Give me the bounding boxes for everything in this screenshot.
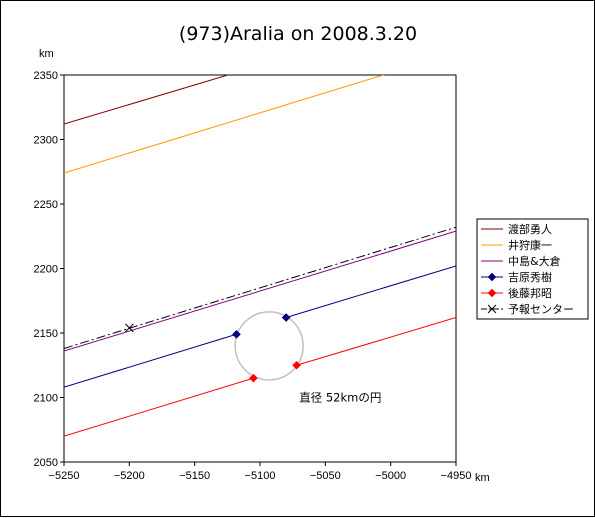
legend-label-2: 中島&大倉	[508, 254, 561, 268]
series-5-marker-0-stroke-b	[124, 323, 134, 333]
x-unit-label: km	[475, 472, 490, 484]
x-tick-label-5: −5000	[375, 470, 406, 482]
legend-label-5: 予報センター	[508, 303, 574, 316]
x-tick-label-2: −5150	[179, 470, 210, 482]
y-tick-label-3: 2200	[34, 264, 58, 276]
legend-label-1: 井狩康一	[508, 238, 552, 252]
y-tick-label-1: 2100	[34, 393, 58, 405]
series-4-marker-0	[249, 373, 258, 383]
series-3-line-0	[64, 333, 237, 388]
legend-marker-5	[487, 304, 497, 314]
y-tick-label-4: 2250	[34, 199, 58, 211]
legend-label-3: 吉原秀樹	[508, 271, 552, 284]
series-5-marker-0	[124, 323, 134, 333]
x-tick-label-4: −5050	[310, 470, 341, 482]
series-3-marker-0	[232, 329, 241, 339]
plot-area	[63, 74, 457, 463]
series-0-line-0	[64, 75, 230, 125]
chart-title: (973)Aralia on 2008.3.20	[179, 23, 417, 45]
series-3-marker-1	[281, 313, 291, 322]
x-tick-label-1: −5200	[114, 470, 145, 482]
chart-marks: 直径 52kmの円	[64, 75, 456, 437]
series-3-line-1	[285, 265, 456, 318]
x-tick-label-0: −5250	[49, 470, 80, 482]
x-tick-label-6: −4950	[441, 470, 472, 482]
series-4-line-0	[64, 377, 254, 437]
legend-box	[476, 218, 589, 320]
circle-annotation: 直径 52kmの円	[299, 391, 381, 405]
series-4-marker-1	[292, 360, 301, 370]
legend-marker-5-stroke-b	[487, 304, 497, 314]
y-tick-label-2: 2150	[34, 328, 58, 340]
diameter-circle	[234, 311, 304, 381]
y-unit-label: km	[39, 48, 54, 60]
legend-label-0: 渡部勇人	[508, 222, 552, 236]
y-tick-label-6: 2350	[34, 70, 58, 82]
axes: −5250 −5200 −5150 −5100 −5050 −5000 −4950 2050 2…	[34, 70, 472, 482]
series-2-line-0	[64, 230, 456, 352]
series-1-line-0	[64, 75, 385, 174]
legend-marker-3	[487, 272, 497, 282]
legend-marker-4	[487, 288, 497, 298]
y-tick-label-5: 2300	[34, 135, 58, 147]
series-4-line-1	[296, 317, 456, 366]
x-tick-label-3: −5100	[245, 470, 276, 482]
y-tick-label-0: 2050	[34, 457, 58, 469]
legend-label-4: 後藤邦昭	[508, 286, 552, 300]
